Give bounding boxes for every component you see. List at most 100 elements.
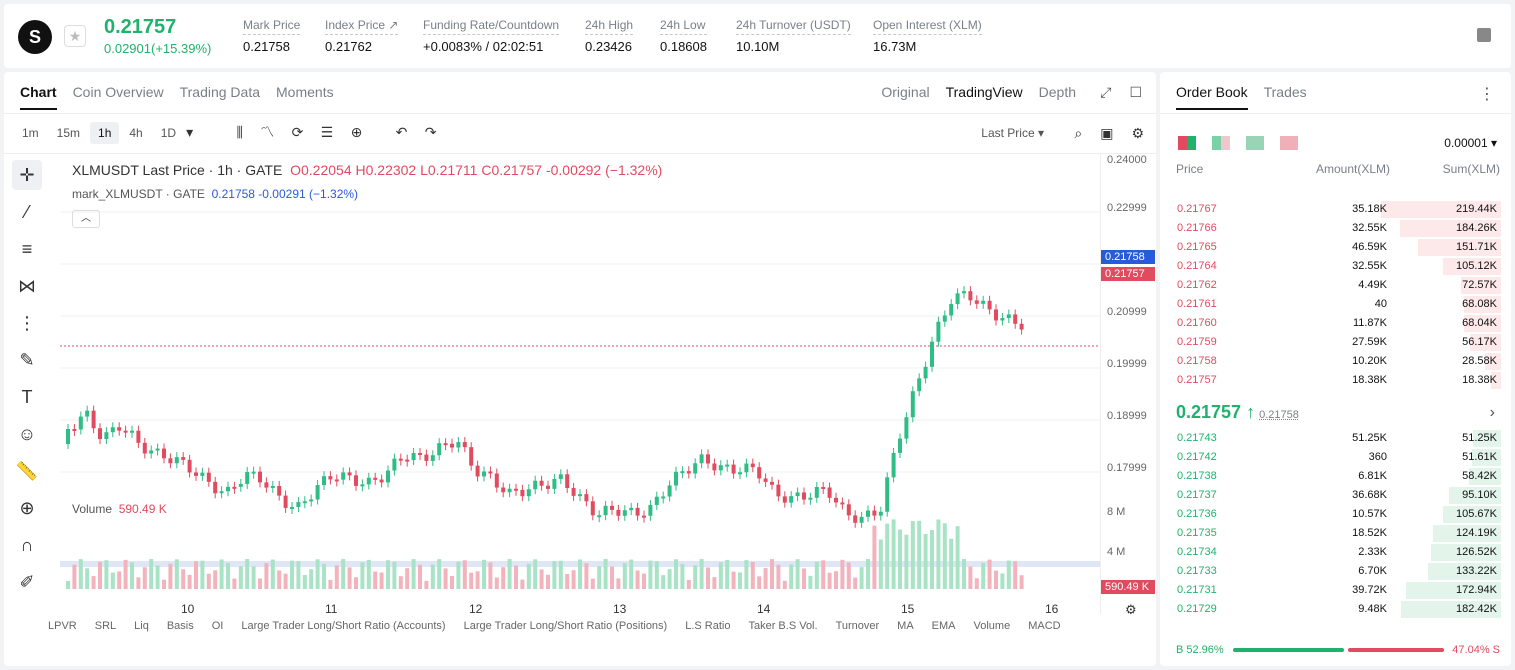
- timeframe-1m[interactable]: 1m: [22, 126, 39, 140]
- orderbook-row[interactable]: 0.21729 9.48K 182.42K: [1160, 600, 1511, 619]
- orderbook-row[interactable]: 0.21766 32.55K 184.26K: [1160, 219, 1511, 238]
- zoom-icon[interactable]: ⊕: [19, 498, 35, 518]
- chevron-down-icon[interactable]: ▾: [186, 124, 194, 140]
- edit-icon[interactable]: ✐: [19, 572, 35, 592]
- volume-bar: [859, 567, 864, 589]
- orderbook-row[interactable]: 0.21736 10.57K 105.67K: [1160, 505, 1511, 524]
- volume-bar: [501, 567, 506, 589]
- candlestick-chart[interactable]: [60, 154, 1100, 594]
- guide-book-icon[interactable]: [1477, 28, 1491, 42]
- indicator-item[interactable]: SRL: [94, 620, 117, 632]
- indicator-item[interactable]: MACD: [1028, 620, 1061, 632]
- tab-trading-data[interactable]: Trading Data: [179, 84, 261, 100]
- mode-split-icon[interactable]: [1212, 136, 1230, 150]
- indicator-item[interactable]: Large Trader Long/Short Ratio (Accounts): [241, 620, 446, 632]
- timeframe-1h[interactable]: 1h: [90, 122, 120, 144]
- price-type-select[interactable]: Last Price ▾: [981, 126, 1044, 140]
- orderbook-row[interactable]: 0.21735 18.52K 124.19K: [1160, 524, 1511, 543]
- timeframe-1d[interactable]: 1D: [160, 126, 177, 140]
- orderbook-row[interactable]: 0.21758 10.20K 28.58K: [1160, 352, 1511, 371]
- trend-line-icon[interactable]: ⁄: [25, 202, 29, 222]
- indicator-item[interactable]: Turnover: [835, 620, 880, 632]
- volume-bar: [994, 570, 998, 589]
- candle-body: [539, 480, 544, 486]
- indicator-item[interactable]: Large Trader Long/Short Ratio (Positions…: [463, 620, 668, 632]
- indicator-item[interactable]: EMA: [931, 620, 956, 632]
- orderbook-row[interactable]: 0.21757 18.38K 18.38K: [1160, 371, 1511, 390]
- emoji-icon[interactable]: ☺: [17, 424, 37, 444]
- candle-body: [85, 410, 90, 417]
- add-alert-icon[interactable]: ⊕: [350, 124, 363, 140]
- orderbook-row[interactable]: 0.21761 40 68.08K: [1160, 295, 1511, 314]
- tab-moments[interactable]: Moments: [276, 84, 334, 100]
- camera-icon[interactable]: ▣: [1100, 125, 1114, 141]
- indicator-item[interactable]: OI: [211, 620, 224, 632]
- view-depth[interactable]: Depth: [1038, 84, 1076, 100]
- indicator-item[interactable]: MA: [897, 620, 914, 632]
- orderbook-row[interactable]: 0.21743 51.25K 51.25K: [1160, 429, 1511, 448]
- stat-index-price[interactable]: Index Price ↗ 0.21762: [325, 18, 399, 54]
- row-amount: 32.55K: [1352, 260, 1387, 272]
- more-icon[interactable]: ⋮: [1479, 86, 1495, 103]
- indicator-item[interactable]: Basis: [166, 620, 194, 632]
- redo-icon[interactable]: ↷: [424, 124, 437, 140]
- tab-order-book[interactable]: Order Book: [1176, 84, 1248, 110]
- orderbook-row[interactable]: 0.21760 11.87K 68.04K: [1160, 314, 1511, 333]
- orderbook-row[interactable]: 0.21738 6.81K 58.42K: [1160, 467, 1511, 486]
- candle-body: [949, 304, 954, 316]
- magnet-icon[interactable]: ∩: [20, 535, 34, 555]
- orderbook-row[interactable]: 0.21734 2.33K 126.52K: [1160, 543, 1511, 562]
- search-icon[interactable]: ⌕: [1074, 125, 1083, 141]
- ruler-icon[interactable]: 📏: [15, 461, 39, 481]
- collapse-legend-button[interactable]: ︿: [72, 210, 100, 228]
- settings-icon[interactable]: ⚙: [1125, 602, 1137, 617]
- gear-icon[interactable]: ⚙: [1131, 125, 1144, 141]
- brush-icon[interactable]: ✎: [19, 350, 35, 370]
- indicator-item[interactable]: L.S Ratio: [685, 620, 731, 632]
- orderbook-row[interactable]: 0.21742 360 51.61K: [1160, 448, 1511, 467]
- orderbook-row[interactable]: 0.21733 6.70K 133.22K: [1160, 562, 1511, 581]
- candle-body: [776, 484, 781, 497]
- candle-type-icon[interactable]: ⫼: [236, 124, 243, 140]
- orderbook-row[interactable]: 0.21762 4.49K 72.57K: [1160, 276, 1511, 295]
- timeframe-4h[interactable]: 4h: [129, 126, 143, 140]
- orderbook-row[interactable]: 0.21764 32.55K 105.12K: [1160, 257, 1511, 276]
- row-price: 0.21735: [1177, 527, 1217, 539]
- mode-bids-icon[interactable]: [1246, 136, 1264, 150]
- fib-icon[interactable]: ≡: [21, 239, 33, 259]
- precision-select[interactable]: 0.00001 ▾: [1444, 136, 1497, 150]
- indicator-item[interactable]: LPVR: [48, 620, 77, 632]
- tab-coin-overview[interactable]: Coin Overview: [72, 84, 164, 100]
- window-icon[interactable]: ☐: [1129, 84, 1142, 100]
- tab-trades[interactable]: Trades: [1263, 84, 1307, 100]
- orderbook-row[interactable]: 0.21765 46.59K 151.71K: [1160, 238, 1511, 257]
- view-tradingview[interactable]: TradingView: [945, 84, 1023, 100]
- orderbook-row[interactable]: 0.21737 36.68K 95.10K: [1160, 486, 1511, 505]
- volume-bar: [674, 559, 678, 589]
- timeframe-15m[interactable]: 15m: [56, 126, 81, 140]
- prediction-icon[interactable]: ⋮: [18, 313, 36, 333]
- replay-icon[interactable]: ⟳: [291, 124, 304, 140]
- expand-icon[interactable]: ⤢: [1100, 84, 1112, 100]
- orderbook-row[interactable]: 0.21759 27.59K 56.17K: [1160, 333, 1511, 352]
- indicators-icon[interactable]: 〽: [260, 124, 275, 140]
- orderbook-row[interactable]: 0.21767 35.18K 219.44K: [1160, 200, 1511, 219]
- candle-body: [386, 470, 390, 483]
- indicator-item[interactable]: Taker B.S Vol.: [748, 620, 818, 632]
- text-icon[interactable]: T: [21, 387, 33, 407]
- indicator-item[interactable]: Liq: [134, 620, 149, 632]
- crosshair-icon[interactable]: ✛: [12, 160, 42, 190]
- pattern-icon[interactable]: ⋈: [18, 276, 36, 296]
- indicator-item[interactable]: Volume: [973, 620, 1011, 632]
- tab-chart[interactable]: Chart: [20, 84, 57, 110]
- chevron-right-icon[interactable]: ›: [1489, 404, 1495, 421]
- mode-both-icon[interactable]: [1178, 136, 1196, 150]
- date-tick: 14: [757, 602, 771, 616]
- view-original[interactable]: Original: [881, 84, 930, 100]
- favorite-star-icon[interactable]: ★: [64, 25, 86, 47]
- mode-asks-icon[interactable]: [1280, 136, 1298, 150]
- templates-icon[interactable]: ☰: [320, 124, 334, 140]
- volume-bar: [699, 559, 704, 589]
- undo-icon[interactable]: ↶: [395, 124, 408, 140]
- orderbook-row[interactable]: 0.21731 39.72K 172.94K: [1160, 581, 1511, 600]
